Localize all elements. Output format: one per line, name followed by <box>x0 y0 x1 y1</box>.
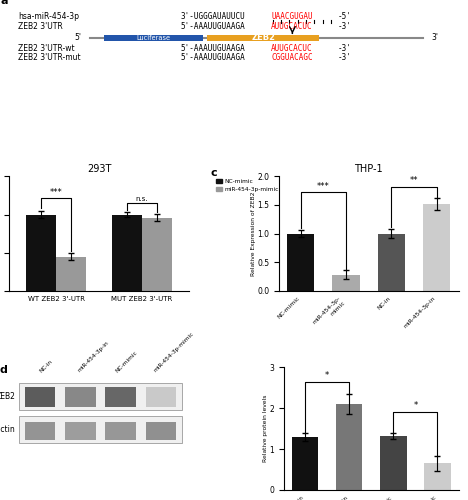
Text: miR-454-3p-mimic: miR-454-3p-mimic <box>154 332 196 374</box>
Text: 5'-AAAUUGUAAGA: 5'-AAAUUGUAAGA <box>180 22 245 30</box>
Bar <box>336 404 363 490</box>
Bar <box>332 275 360 291</box>
Legend: NC-mimic, miR-454-3p-mimic: NC-mimic, miR-454-3p-mimic <box>213 177 281 194</box>
Text: AUUGCACUC: AUUGCACUC <box>271 44 313 53</box>
Text: ZEB2: ZEB2 <box>0 392 15 401</box>
Text: NC-in: NC-in <box>38 358 53 374</box>
Text: *: * <box>325 370 329 380</box>
FancyBboxPatch shape <box>65 387 96 406</box>
Text: a: a <box>0 0 8 6</box>
Bar <box>112 214 142 291</box>
Text: 3': 3' <box>431 34 439 42</box>
Bar <box>27 214 57 291</box>
Text: -3': -3' <box>337 53 351 62</box>
Text: d: d <box>0 365 7 375</box>
Text: -3': -3' <box>337 44 351 53</box>
FancyBboxPatch shape <box>146 387 176 406</box>
Bar <box>380 436 407 490</box>
Bar <box>142 218 172 291</box>
Text: ZEB2 3'UTR: ZEB2 3'UTR <box>18 22 63 30</box>
Text: β-actin: β-actin <box>0 426 15 434</box>
Title: THP-1: THP-1 <box>354 164 383 174</box>
Text: miR-454-3p-in: miR-454-3p-in <box>77 340 110 374</box>
Title: 293T: 293T <box>87 164 111 174</box>
Text: 5'-AAAUUGUAAGA: 5'-AAAUUGUAAGA <box>180 53 245 62</box>
Text: n.s.: n.s. <box>136 196 148 202</box>
FancyBboxPatch shape <box>25 422 56 440</box>
Text: ZEB2: ZEB2 <box>251 34 275 42</box>
Y-axis label: Relative protein levels: Relative protein levels <box>263 395 268 462</box>
Text: ZEB2 3'UTR-wt: ZEB2 3'UTR-wt <box>18 44 75 53</box>
FancyBboxPatch shape <box>146 422 176 440</box>
Text: hsa-miR-454-3p: hsa-miR-454-3p <box>18 12 80 21</box>
Text: ***: *** <box>317 182 330 190</box>
FancyBboxPatch shape <box>104 35 203 40</box>
Bar <box>378 234 405 291</box>
Text: CGGUACAGC: CGGUACAGC <box>271 53 313 62</box>
FancyBboxPatch shape <box>65 422 96 440</box>
FancyBboxPatch shape <box>19 416 182 444</box>
Text: 5': 5' <box>74 34 81 42</box>
Text: ZEB2 3'UTR-mut: ZEB2 3'UTR-mut <box>18 53 81 62</box>
Text: ***: *** <box>50 188 63 197</box>
Text: -3': -3' <box>337 22 351 30</box>
Text: 5'-AAAUUGUAAGA: 5'-AAAUUGUAAGA <box>180 44 245 53</box>
Bar <box>57 256 87 291</box>
Text: AUUGCACUC: AUUGCACUC <box>271 22 313 30</box>
Text: **: ** <box>410 176 418 185</box>
Text: UAACGUGAU: UAACGUGAU <box>271 12 313 21</box>
FancyBboxPatch shape <box>19 383 182 410</box>
Text: 3'-UGGGAUAUUCU: 3'-UGGGAUAUUCU <box>180 12 245 21</box>
Y-axis label: Relative Expression of ZEB2: Relative Expression of ZEB2 <box>251 192 256 276</box>
Text: Luciferase: Luciferase <box>136 35 170 41</box>
Bar <box>292 437 318 490</box>
Bar <box>424 464 451 490</box>
Text: -5': -5' <box>337 12 351 21</box>
FancyBboxPatch shape <box>105 422 136 440</box>
Bar <box>287 234 314 291</box>
FancyBboxPatch shape <box>105 387 136 406</box>
Text: c: c <box>211 168 217 178</box>
FancyBboxPatch shape <box>207 35 319 40</box>
FancyBboxPatch shape <box>25 387 56 406</box>
Bar <box>423 204 451 291</box>
Text: *: * <box>413 401 417 410</box>
Text: NC-mimic: NC-mimic <box>115 350 139 374</box>
